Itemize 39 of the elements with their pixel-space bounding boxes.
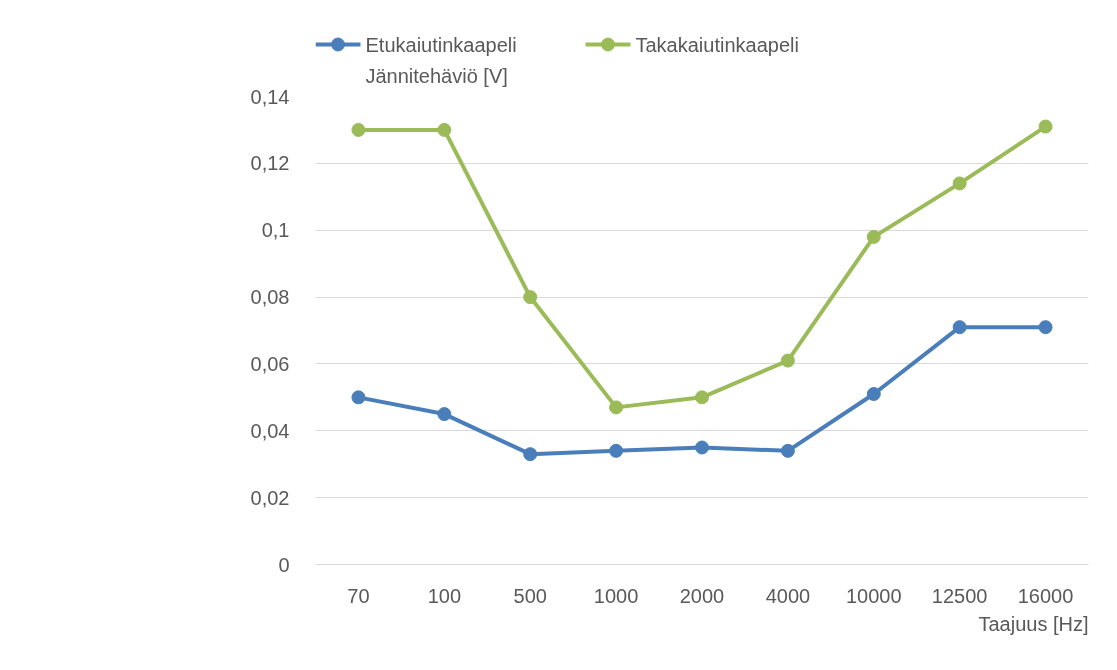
x-tick-label: 500 bbox=[513, 584, 547, 607]
point bbox=[523, 290, 538, 305]
point bbox=[952, 320, 967, 335]
x-tick-label: 4000 bbox=[765, 584, 811, 607]
y-tick-label: 0,06 bbox=[250, 352, 290, 375]
x-tick-label: 16000 bbox=[1017, 584, 1074, 607]
x-tick-label: 100 bbox=[427, 584, 462, 607]
point bbox=[437, 407, 452, 422]
point bbox=[609, 400, 624, 415]
x-tick-label: 70 bbox=[347, 584, 370, 607]
point bbox=[866, 229, 881, 244]
point bbox=[866, 387, 881, 401]
point bbox=[1038, 320, 1053, 335]
x-axis-title: Taajuus [Hz] bbox=[978, 612, 1089, 635]
y-tick-label: 0,08 bbox=[250, 286, 290, 309]
point bbox=[695, 440, 709, 455]
y-tick-label: 0,14 bbox=[250, 85, 290, 108]
point bbox=[695, 390, 709, 405]
y-axis-title: Jännitehäviö [V] bbox=[365, 64, 508, 87]
point bbox=[780, 353, 795, 368]
y-tick-label: 0,02 bbox=[250, 486, 290, 509]
point bbox=[523, 447, 538, 462]
x-tick-label: 10000 bbox=[845, 584, 902, 607]
x-tick-label: 1000 bbox=[593, 584, 639, 607]
point bbox=[609, 443, 624, 458]
point bbox=[952, 176, 967, 191]
point bbox=[437, 122, 452, 137]
point bbox=[780, 443, 795, 458]
y-tick-label: 0,1 bbox=[261, 219, 290, 242]
x-tick-label: 2000 bbox=[679, 584, 725, 607]
y-tick-label: 0 bbox=[278, 553, 290, 576]
x-tick-label: 12500 bbox=[931, 584, 988, 607]
y-tick-label: 0,04 bbox=[250, 419, 290, 442]
legend-label: Etukaiutinkaapeli bbox=[365, 33, 517, 56]
point bbox=[1038, 119, 1053, 134]
point bbox=[351, 122, 366, 137]
legend-label: Takakaiutinkaapeli bbox=[635, 33, 799, 56]
point bbox=[351, 390, 366, 405]
y-tick-label: 0,12 bbox=[250, 152, 290, 175]
